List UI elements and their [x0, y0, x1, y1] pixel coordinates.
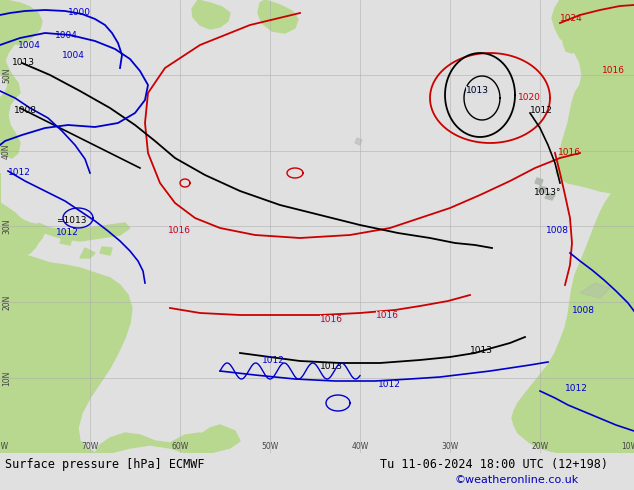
Polygon shape — [355, 138, 362, 145]
Text: Tu 11-06-2024 18:00 UTC (12+198): Tu 11-06-2024 18:00 UTC (12+198) — [380, 458, 608, 470]
Text: 1016: 1016 — [558, 148, 581, 157]
Polygon shape — [0, 173, 45, 255]
Text: 80W: 80W — [0, 442, 9, 451]
Polygon shape — [0, 0, 42, 45]
Polygon shape — [552, 0, 634, 195]
Text: 1012: 1012 — [56, 228, 79, 237]
Text: 30W: 30W — [441, 442, 458, 451]
Text: 1012: 1012 — [565, 384, 588, 393]
Polygon shape — [192, 0, 230, 29]
Polygon shape — [95, 433, 220, 453]
Text: 1013: 1013 — [320, 362, 343, 371]
Text: 1012: 1012 — [8, 168, 31, 177]
Polygon shape — [575, 0, 598, 45]
Text: 1013: 1013 — [12, 58, 35, 67]
Text: ©weatheronline.co.uk: ©weatheronline.co.uk — [455, 475, 579, 485]
Polygon shape — [535, 178, 543, 185]
Text: 40W: 40W — [351, 442, 368, 451]
Text: 20N: 20N — [2, 294, 11, 310]
Text: 1004: 1004 — [55, 31, 78, 40]
Polygon shape — [0, 0, 20, 158]
Text: 1008: 1008 — [546, 226, 569, 235]
Text: 50N: 50N — [2, 67, 11, 83]
Text: 50W: 50W — [261, 442, 278, 451]
Text: 1008: 1008 — [572, 306, 595, 315]
Text: 60W: 60W — [171, 442, 189, 451]
Text: 30N: 30N — [2, 218, 11, 234]
Text: 1012: 1012 — [262, 356, 285, 365]
Text: 1016: 1016 — [376, 311, 399, 320]
Polygon shape — [578, 0, 634, 143]
Text: 1000: 1000 — [68, 8, 91, 17]
Polygon shape — [0, 233, 132, 453]
Polygon shape — [60, 238, 72, 245]
Text: 1016: 1016 — [602, 66, 625, 75]
Polygon shape — [512, 173, 634, 453]
Text: 1012: 1012 — [378, 380, 401, 389]
Polygon shape — [622, 0, 634, 78]
Text: 1008: 1008 — [14, 106, 37, 115]
Polygon shape — [38, 223, 130, 241]
Text: 1013: 1013 — [466, 86, 489, 95]
Polygon shape — [80, 248, 95, 258]
Text: 10W: 10W — [621, 442, 634, 451]
Text: 20W: 20W — [531, 442, 548, 451]
Text: 1004: 1004 — [18, 41, 41, 50]
Text: 1024: 1024 — [560, 14, 583, 23]
Polygon shape — [185, 425, 240, 453]
Text: 70W: 70W — [81, 442, 99, 451]
Text: Surface pressure [hPa] ECMWF: Surface pressure [hPa] ECMWF — [5, 458, 205, 470]
Text: 10N: 10N — [2, 370, 11, 386]
Text: 1016: 1016 — [320, 315, 343, 324]
Text: 1016: 1016 — [168, 226, 191, 235]
Polygon shape — [563, 23, 582, 53]
Polygon shape — [545, 193, 555, 200]
Text: =1013: =1013 — [56, 216, 86, 225]
Polygon shape — [100, 247, 112, 255]
Text: 1004: 1004 — [62, 51, 85, 60]
Polygon shape — [580, 283, 610, 298]
Text: 1013°: 1013° — [534, 188, 562, 197]
Polygon shape — [258, 0, 298, 33]
Text: 1013: 1013 — [470, 346, 493, 355]
Polygon shape — [615, 0, 634, 183]
Text: 1012: 1012 — [530, 106, 553, 115]
Text: 1020: 1020 — [518, 93, 541, 102]
Polygon shape — [538, 186, 547, 193]
Text: 40N: 40N — [2, 143, 11, 159]
